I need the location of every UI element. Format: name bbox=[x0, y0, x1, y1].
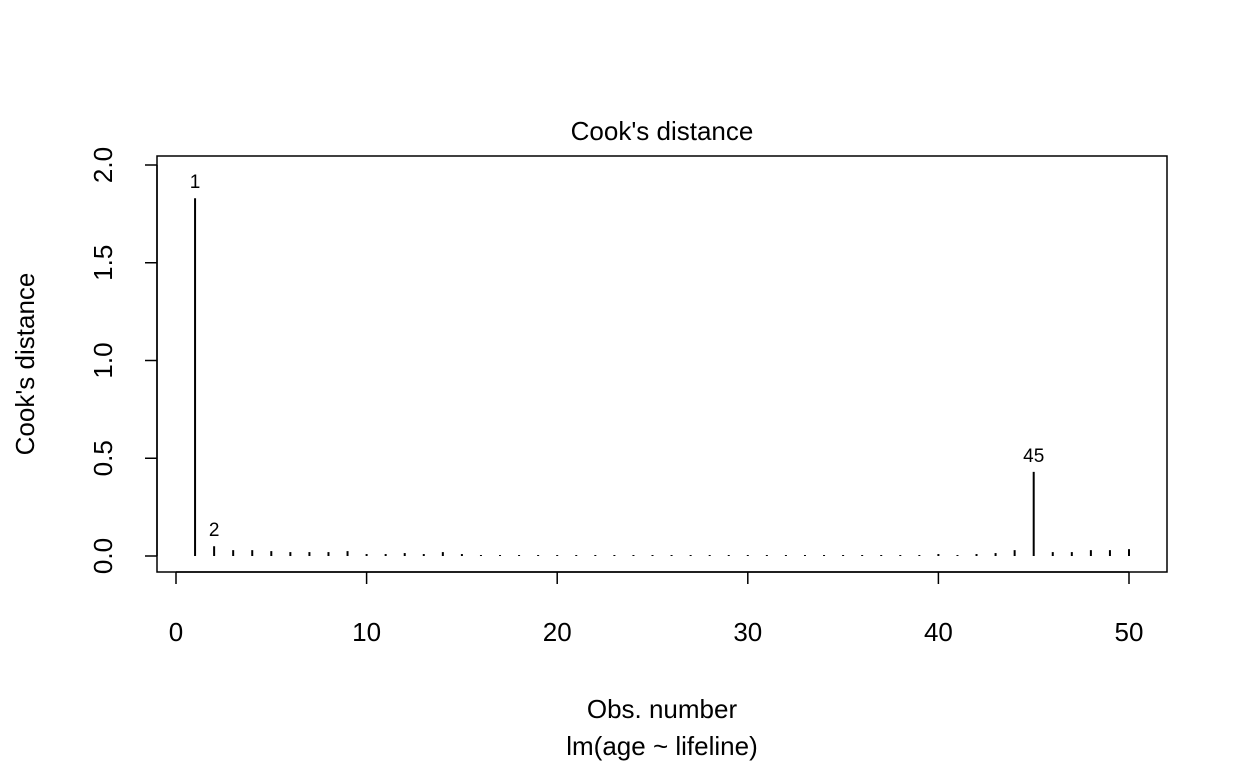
chart-title: Cook's distance bbox=[571, 116, 754, 146]
y-tick-label: 1.5 bbox=[88, 245, 118, 281]
x-tick-label: 0 bbox=[169, 617, 183, 647]
point-label: 2 bbox=[209, 520, 220, 541]
y-axis-title: Cook's distance bbox=[10, 273, 40, 456]
x-tick-label: 40 bbox=[924, 617, 953, 647]
y-tick-label: 0.0 bbox=[88, 538, 118, 574]
y-tick-label: 1.0 bbox=[88, 342, 118, 378]
data-spikes bbox=[194, 198, 1130, 556]
x-axis: 0 10 20 30 40 50 bbox=[169, 571, 1144, 647]
y-tick-label: 2.0 bbox=[88, 147, 118, 183]
point-label: 1 bbox=[190, 172, 201, 193]
x-tick-label: 10 bbox=[352, 617, 381, 647]
x-axis-title: Obs. number bbox=[587, 694, 738, 724]
y-axis: 0.0 0.5 1.0 1.5 2.0 bbox=[88, 147, 158, 574]
plot-frame bbox=[156, 155, 1168, 573]
x-tick-label: 20 bbox=[543, 617, 572, 647]
x-tick-label: 30 bbox=[733, 617, 762, 647]
chart-subtitle: lm(age ~ lifeline) bbox=[566, 731, 757, 761]
y-tick-label: 0.5 bbox=[88, 440, 118, 476]
x-tick-label: 50 bbox=[1115, 617, 1144, 647]
point-label: 45 bbox=[1023, 446, 1044, 467]
point-labels: 1 2 45 bbox=[190, 172, 1044, 541]
